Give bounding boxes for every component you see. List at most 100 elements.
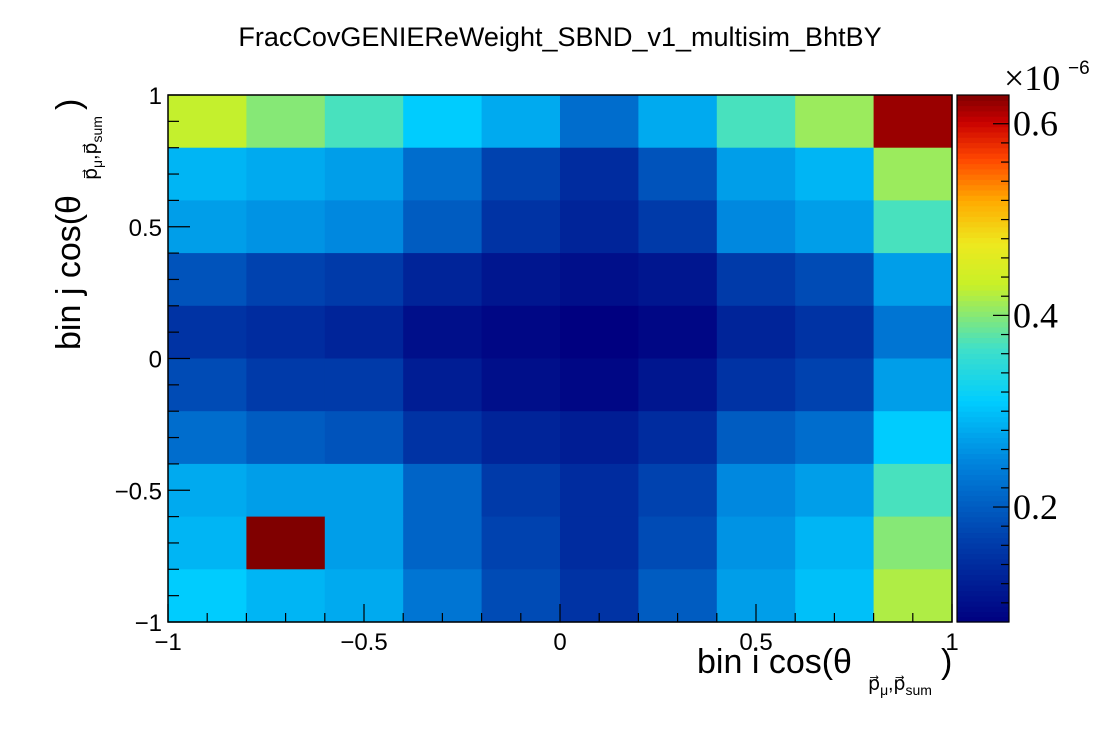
color-bar-segment <box>957 564 1009 570</box>
color-bar-segment <box>957 442 1009 449</box>
heatmap-cell-r2-c2 <box>324 200 404 254</box>
color-bar-segment <box>957 521 1009 528</box>
heatmap-cell-r3-c4 <box>481 253 561 307</box>
color-bar-segment <box>957 432 1009 439</box>
heatmap-cell-r5-c1 <box>246 358 326 412</box>
heatmap-cell-r0-c1 <box>246 95 326 149</box>
color-bar-segment <box>957 500 1009 507</box>
heatmap-cell-r0-c9 <box>873 95 953 149</box>
heatmap-cell-r5-c0 <box>168 358 247 412</box>
y-tick-label: 0 <box>149 347 162 374</box>
color-bar-segment <box>957 347 1009 354</box>
color-bar-segment <box>957 242 1009 249</box>
color-bar-multiplier: ×10 −6 <box>1004 58 1090 98</box>
heatmap-cell-r7-c7 <box>716 463 796 518</box>
heatmap-cell-r6-c4 <box>481 411 561 465</box>
color-bar-segment <box>957 405 1009 412</box>
heatmap-cell-r8-c8 <box>795 516 875 570</box>
color-bar-multiplier-base: ×10 <box>1004 58 1060 98</box>
color-bar-segment <box>957 453 1009 460</box>
heatmap-cell-r8-c4 <box>481 516 561 570</box>
color-bar-segment <box>957 253 1009 259</box>
color-bar-segment <box>957 569 1009 576</box>
color-bar-segment <box>957 479 1009 486</box>
color-bar-segment <box>957 574 1009 581</box>
color-bar-segment <box>957 421 1009 428</box>
color-bar-segment <box>957 548 1009 555</box>
color-bar-segment <box>957 363 1009 370</box>
color-bar-segment <box>957 126 1009 133</box>
heatmap-cell-r8-c2 <box>324 516 404 570</box>
heatmap-cell-r4-c6 <box>638 305 718 360</box>
color-bar-segment <box>957 416 1009 423</box>
color-bar-segment <box>957 168 1009 175</box>
heatmap-cell-r8-c1 <box>246 516 326 570</box>
heatmap-cell-r8-c3 <box>403 516 483 570</box>
heatmap-cell-r2-c1 <box>246 200 326 254</box>
color-bar-tick-label: 0.2 <box>1013 487 1058 527</box>
heatmap-cell-r5-c5 <box>560 358 639 412</box>
color-bar-segment <box>957 100 1009 107</box>
heatmap-cell-r3-c1 <box>246 253 326 307</box>
color-bar-segment <box>957 332 1009 339</box>
heatmap-cell-r3-c6 <box>638 253 718 307</box>
heatmap-cell-r2-c4 <box>481 200 561 254</box>
heatmap-cell-r8-c6 <box>638 516 718 570</box>
color-bar-segment <box>957 558 1009 565</box>
color-bar-segment <box>957 210 1009 217</box>
heatmap-cell-r6-c2 <box>324 411 404 465</box>
x-tick-label: −0.5 <box>340 629 387 656</box>
y-tick-label: −0.5 <box>115 478 162 505</box>
color-bar-segment <box>957 163 1009 170</box>
color-bar-segment <box>957 300 1009 307</box>
color-bar-segment <box>957 611 1009 618</box>
heatmap-cell-r1-c1 <box>246 147 326 201</box>
color-bar-segment <box>957 369 1009 375</box>
heatmap-cell-r1-c8 <box>795 147 875 201</box>
color-bar-segment <box>957 189 1009 196</box>
color-bar-ticks: 0.2 0.4 0.6 <box>993 104 1058 604</box>
color-bar-segment <box>957 268 1009 275</box>
heatmap-cell-r7-c1 <box>246 463 326 518</box>
heatmap-cell-r0-c0 <box>168 95 247 149</box>
color-bar-segment <box>957 105 1009 112</box>
color-bar-segment <box>957 448 1009 454</box>
color-bar-segment <box>957 516 1009 523</box>
color-bar-segment <box>957 458 1009 465</box>
heatmap-cell-r6-c8 <box>795 411 875 465</box>
y-axis-label-prefix: bin j cos(θ <box>50 195 88 350</box>
heatmap-cell-r1-c4 <box>481 147 561 201</box>
color-bar-segment <box>957 326 1009 333</box>
x-axis-label-suffix: ) <box>941 643 952 681</box>
color-bar-segment <box>957 553 1009 560</box>
color-bar-segment <box>957 216 1009 223</box>
color-bar-segment <box>957 400 1009 407</box>
x-axis-ticks: −1 −0.5 0 0.5 1 <box>154 604 959 656</box>
color-bar-segment <box>957 337 1009 344</box>
heatmap-cell-r5-c8 <box>795 358 875 412</box>
color-bar-segment <box>957 152 1009 159</box>
color-bar-segment <box>957 205 1009 212</box>
heatmap-cell-r7-c5 <box>560 463 639 518</box>
color-bar-segment <box>957 147 1009 154</box>
heatmap-cell-r1-c3 <box>403 147 483 201</box>
color-bar-segment <box>957 311 1009 317</box>
color-bar-segment <box>957 295 1009 302</box>
color-bar-segment <box>957 221 1009 228</box>
color-bar-segment <box>957 579 1009 586</box>
color-bar-segment <box>957 616 1009 623</box>
heatmap-cell-r0-c8 <box>795 95 875 149</box>
color-bar-segment <box>957 200 1009 207</box>
color-bar-segment <box>957 284 1009 291</box>
heatmap-cell-r0-c4 <box>481 95 561 149</box>
heatmap-cell-r5-c7 <box>716 358 796 412</box>
color-bar-segment <box>957 263 1009 270</box>
color-bar-segment <box>957 237 1009 244</box>
color-bar-segment <box>957 131 1009 138</box>
color-bar-segment <box>957 532 1009 539</box>
heatmap-cells <box>168 95 953 623</box>
heatmap-cell-r1-c2 <box>324 147 404 201</box>
x-tick-label: −1 <box>154 629 181 656</box>
color-bar-segment <box>957 226 1009 233</box>
